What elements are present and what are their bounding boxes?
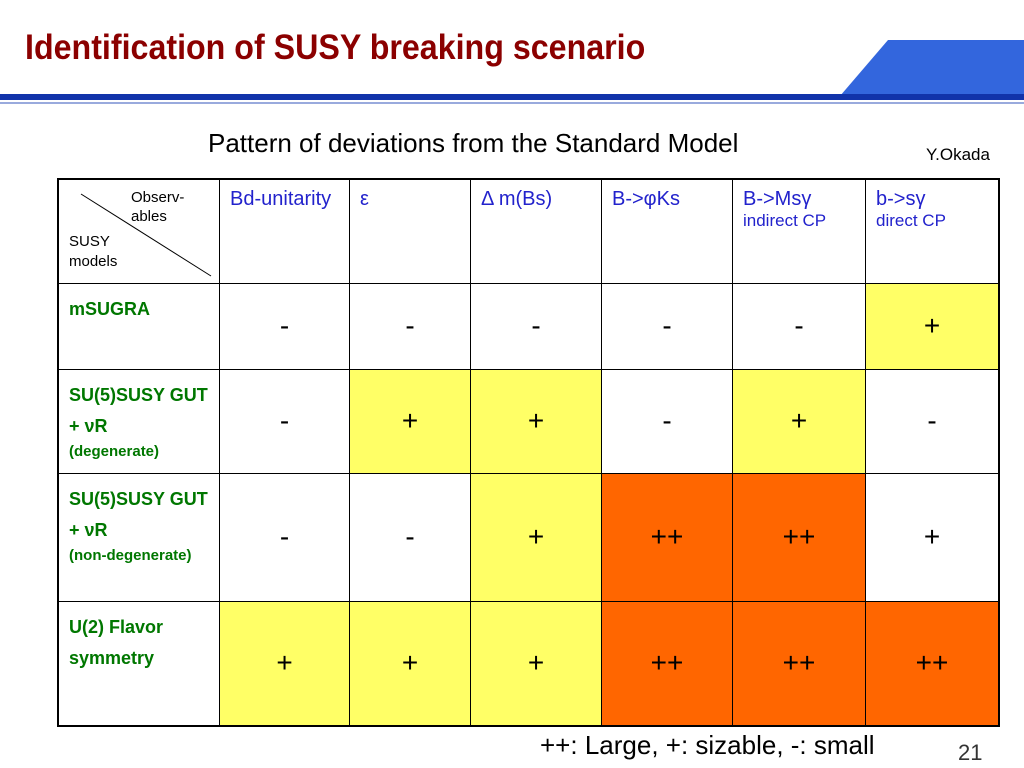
column-name: B->Msγ (743, 188, 812, 210)
diagonal (80, 193, 212, 277)
cell: - (219, 368, 350, 474)
column-header: ε (349, 178, 471, 284)
row-label: mSUGRA (57, 282, 220, 370)
cell: ++ (601, 472, 733, 602)
cell: ++ (865, 600, 1000, 727)
column-name: b->sγ (876, 188, 926, 210)
header-shape (840, 40, 1024, 96)
header-rule-light (0, 102, 1024, 104)
cell: - (601, 282, 733, 370)
column-name: B->φKs (612, 188, 680, 210)
corner-top: Observ-ables (131, 189, 185, 225)
row-name: mSUGRA (69, 298, 151, 319)
cell: ++ (732, 600, 866, 727)
cell: + (470, 472, 602, 602)
header-row: Observ-ables SUSY models Bd-unitarity ε Δ … (57, 178, 1000, 284)
table-row: U(2) Flavor symmetry + + + ++ ++ ++ (57, 600, 1000, 727)
column-header: Δ m(Bs) (470, 178, 602, 284)
cell: ++ (732, 472, 866, 602)
column-header: B->φKs (601, 178, 733, 284)
cell: - (601, 368, 733, 474)
cell: + (470, 600, 602, 727)
cell: + (865, 282, 1000, 370)
row-name: SU(5)SUSY GUT + νR (69, 488, 208, 540)
table-row: SU(5)SUSY GUT + νR (non-degenerate) - - + ++ +… (57, 472, 1000, 602)
cell: + (219, 600, 350, 727)
row-note: (degenerate) (69, 442, 160, 460)
cell: - (349, 282, 471, 370)
cell: - (349, 472, 471, 602)
column-note: indirect CP (743, 211, 827, 230)
header-rule (0, 94, 1024, 100)
title: Identification of SUSY breaking scenario (25, 28, 646, 67)
table: Observ-ables SUSY models Bd-unitarity ε Δ … (57, 178, 1000, 727)
cell: + (470, 368, 602, 474)
cell: + (732, 368, 866, 474)
row-label: SU(5)SUSY GUT + νR (non-degenerate) (57, 472, 220, 602)
row-label: U(2) Flavor symmetry (57, 600, 220, 727)
column-name: Bd-unitarity (230, 188, 332, 210)
page-number: 21 (958, 740, 983, 765)
footnote: ++: Large, +: sizable, -: small (540, 730, 875, 760)
cell: + (349, 368, 471, 474)
cell: + (865, 472, 1000, 602)
column-header: Bd-unitarity (219, 178, 350, 284)
cell: - (865, 368, 1000, 474)
table-row: SU(5)SUSY GUT + νR (degenerate) - + + - + - (57, 368, 1000, 474)
column-name: Δ m(Bs) (481, 188, 553, 210)
row-name: U(2) Flavor symmetry (69, 616, 164, 668)
cell: ++ (601, 600, 733, 727)
row-note: (non-degenerate) (69, 546, 192, 564)
cell: - (219, 282, 350, 370)
subtitle: Pattern of deviations from the Standard … (208, 128, 739, 158)
cell: - (470, 282, 602, 370)
corner-bottom: SUSY models (69, 233, 118, 270)
row-label: SU(5)SUSY GUT + νR (degenerate) (57, 368, 220, 474)
row-name: SU(5)SUSY GUT + νR (69, 384, 208, 436)
cell: - (219, 472, 350, 602)
table-row: mSUGRA - - - - - + (57, 282, 1000, 370)
header-decoration (0, 40, 1024, 104)
column-note: direct CP (876, 211, 946, 230)
author: Y.Okada (926, 145, 990, 164)
cell: - (732, 282, 866, 370)
column-header: b->sγ direct CP (865, 178, 1000, 284)
column-name: ε (360, 188, 369, 210)
cell: + (349, 600, 471, 727)
column-header: B->Msγ indirect CP (732, 178, 866, 284)
corner-cell: Observ-ables SUSY models (57, 178, 220, 284)
